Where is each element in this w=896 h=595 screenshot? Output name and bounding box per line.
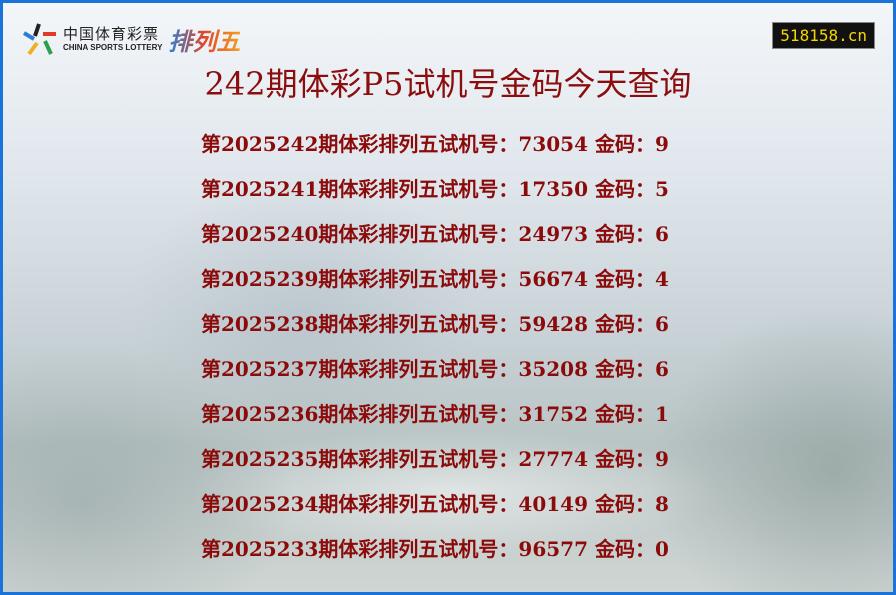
list-item: 第2025237期体彩排列五试机号：35208 金码：6: [201, 357, 669, 381]
list-item: 第2025234期体彩排列五试机号：40149 金码：8: [201, 492, 669, 516]
list-item: 第2025240期体彩排列五试机号：24973 金码：6: [201, 222, 669, 246]
product-logo: 排列五: [168, 22, 240, 57]
list-item: 第2025241期体彩排列五试机号：17350 金码：5: [201, 177, 669, 201]
list-item: 第2025236期体彩排列五试机号：31752 金码：1: [201, 402, 669, 426]
page-title: 242期体彩P5试机号金码今天查询: [204, 65, 692, 103]
logo-cn: 中国体育彩票: [63, 24, 160, 43]
lottery-star-icon: [22, 23, 56, 56]
list-item: 第2025233期体彩排列五试机号：96577 金码：0: [201, 537, 669, 561]
lottery-logo: 中国体育彩票 CHINA SPORTS LOTTERY 排列五: [21, 21, 240, 57]
result-list: 第2025242期体彩排列五试机号：73054 金码：9 第2025241期体彩…: [201, 129, 669, 579]
list-item: 第2025242期体彩排列五试机号：73054 金码：9: [201, 132, 669, 156]
list-item: 第2025238期体彩排列五试机号：59428 金码：6: [201, 312, 669, 336]
mountain-background: [3, 172, 893, 592]
site-badge: 518158.cn: [772, 22, 875, 49]
list-item: 第2025235期体彩排列五试机号：27774 金码：9: [201, 447, 669, 471]
logo-en: CHINA SPORTS LOTTERY: [63, 42, 163, 52]
list-item: 第2025239期体彩排列五试机号：56674 金码：4: [201, 267, 669, 291]
